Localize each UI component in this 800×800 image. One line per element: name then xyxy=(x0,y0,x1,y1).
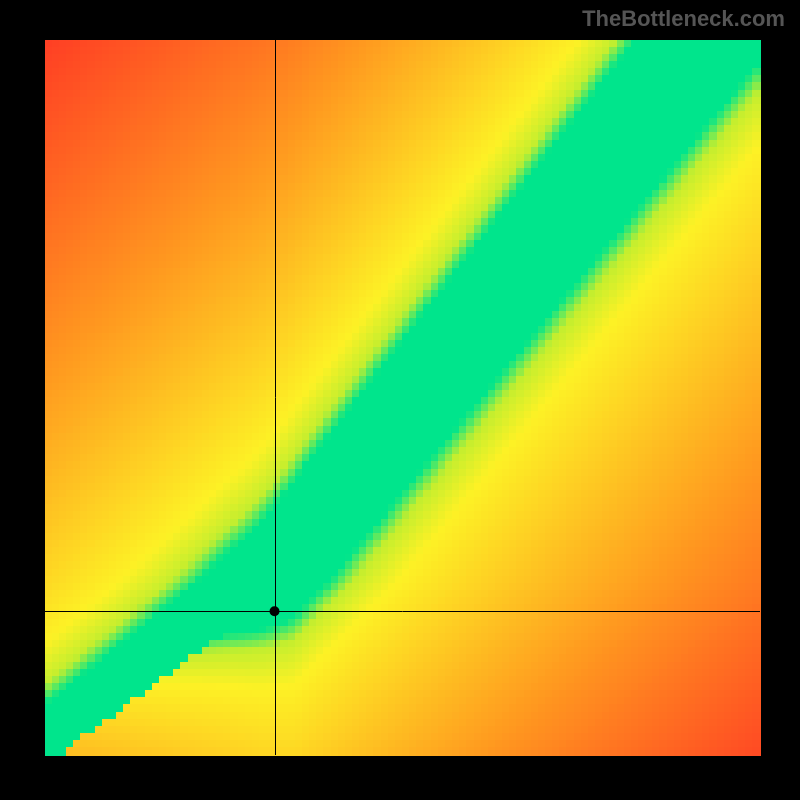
bottleneck-heatmap xyxy=(0,0,800,800)
attribution-label: TheBottleneck.com xyxy=(582,6,785,32)
